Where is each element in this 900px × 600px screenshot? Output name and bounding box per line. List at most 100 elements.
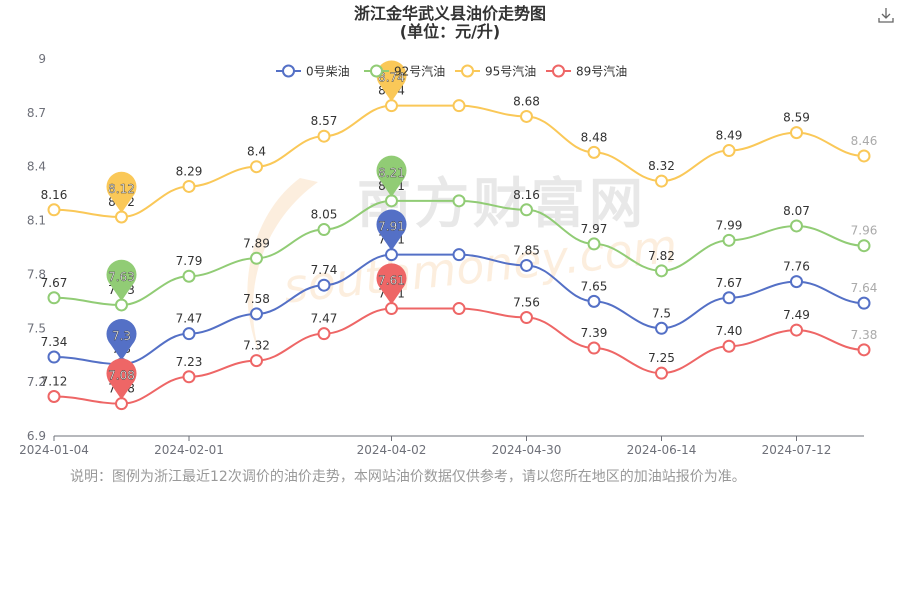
x-tick-label: 2024-07-12 [762, 443, 832, 457]
data-point[interactable] [115, 397, 128, 411]
legend-item-2[interactable]: 95号汽油 [455, 64, 536, 79]
pin-shape [376, 209, 407, 251]
data-point[interactable] [182, 269, 196, 283]
data-label: 7.5 [652, 306, 671, 320]
data-point[interactable] [115, 210, 128, 224]
x-tick-label: 2024-06-14 [627, 443, 697, 457]
y-tick-label: 6.9 [27, 429, 46, 443]
download-icon[interactable] [877, 6, 895, 24]
x-tick-label: 2024-04-02 [357, 443, 427, 457]
data-point[interactable] [250, 160, 263, 174]
data-point[interactable] [520, 203, 533, 217]
data-label: 7.79 [176, 254, 203, 268]
data-label: 8.29 [176, 164, 203, 178]
legend-item-0[interactable]: 0号柴油 [276, 64, 350, 79]
data-label: 7.82 [648, 249, 675, 263]
legend-marker [370, 64, 383, 78]
data-point[interactable] [47, 390, 61, 404]
data-point[interactable] [182, 327, 196, 341]
data-point[interactable] [857, 296, 871, 310]
data-point[interactable] [790, 323, 803, 337]
data-label: 7.74 [311, 263, 338, 277]
data-point[interactable] [47, 291, 61, 305]
data-label: 7.85 [513, 243, 540, 257]
data-point[interactable] [317, 129, 331, 143]
data-point[interactable] [250, 251, 263, 265]
data-point[interactable] [452, 99, 466, 113]
data-point[interactable] [587, 237, 601, 251]
pin-label: 8.21 [378, 166, 405, 180]
data-label: 8.16 [513, 188, 540, 202]
data-point[interactable] [250, 354, 263, 368]
data-point[interactable] [317, 327, 331, 341]
legend-item-3[interactable]: 89号汽油 [546, 64, 627, 79]
data-point[interactable] [655, 264, 668, 278]
pin-label: 8.12 [108, 182, 135, 196]
legend-marker [282, 64, 295, 78]
pin-label: 8.74 [378, 71, 405, 85]
markpoint-pin: 7.61 [376, 263, 407, 305]
pin-shape [106, 171, 137, 213]
data-point[interactable] [857, 149, 871, 163]
data-point[interactable] [317, 223, 331, 237]
pin-shape [376, 155, 407, 197]
data-point[interactable] [385, 302, 398, 316]
data-point[interactable] [790, 275, 803, 289]
data-point[interactable] [857, 239, 871, 253]
data-point[interactable] [182, 370, 196, 384]
chart-note: 说明：图例为浙江最近12次调价的油价走势，本网站油价数据仅供参考，请以您所在地区… [70, 469, 746, 485]
data-point[interactable] [452, 194, 466, 208]
data-point[interactable] [722, 339, 736, 353]
data-label: 7.34 [41, 335, 68, 349]
legend-label: 89号汽油 [576, 64, 627, 79]
data-point[interactable] [857, 343, 871, 357]
legend-item-1[interactable]: 92号汽油 [364, 64, 445, 79]
pin-shape [106, 259, 137, 301]
data-point[interactable] [47, 350, 61, 364]
data-point[interactable] [317, 278, 331, 292]
data-point[interactable] [385, 248, 398, 262]
data-label: 7.65 [581, 279, 608, 293]
data-point[interactable] [587, 341, 601, 355]
data-point[interactable] [452, 248, 466, 262]
data-label: 7.47 [311, 312, 338, 326]
data-point[interactable] [655, 321, 668, 335]
data-point[interactable] [722, 144, 736, 158]
data-point[interactable] [790, 219, 803, 233]
data-point[interactable] [115, 298, 128, 312]
data-label: 7.38 [851, 328, 878, 342]
x-tick-label: 2024-01-04 [19, 443, 89, 457]
data-point[interactable] [520, 311, 533, 325]
watermark-logo-icon [247, 178, 318, 360]
data-point[interactable] [385, 194, 398, 208]
x-tick-label: 2024-04-30 [492, 443, 562, 457]
data-point[interactable] [722, 291, 736, 305]
data-point[interactable] [722, 233, 736, 247]
data-label: 8.05 [311, 208, 338, 222]
data-point[interactable] [452, 302, 466, 316]
data-label: 7.56 [513, 296, 540, 310]
data-label: 7.25 [648, 351, 675, 365]
data-point[interactable] [520, 258, 533, 272]
data-point[interactable] [655, 174, 668, 188]
data-label: 8.57 [311, 114, 338, 128]
data-point[interactable] [587, 294, 601, 308]
data-label: 8.07 [783, 204, 810, 218]
data-point[interactable] [250, 307, 263, 321]
data-point[interactable] [790, 126, 803, 140]
data-label: 8.68 [513, 94, 540, 108]
x-tick-label: 2024-02-01 [154, 443, 224, 457]
pin-shape [106, 358, 137, 400]
data-point[interactable] [182, 179, 196, 193]
markpoint-pin: 8.12 [106, 171, 137, 213]
data-label: 7.76 [783, 260, 810, 274]
pin-shape [376, 263, 407, 305]
data-point[interactable] [587, 145, 601, 159]
markpoint-pin: 7.63 [106, 259, 137, 301]
data-point[interactable] [655, 366, 668, 380]
data-label: 7.47 [176, 312, 203, 326]
data-point[interactable] [520, 109, 533, 123]
data-point[interactable] [385, 99, 398, 113]
data-point[interactable] [47, 203, 61, 217]
